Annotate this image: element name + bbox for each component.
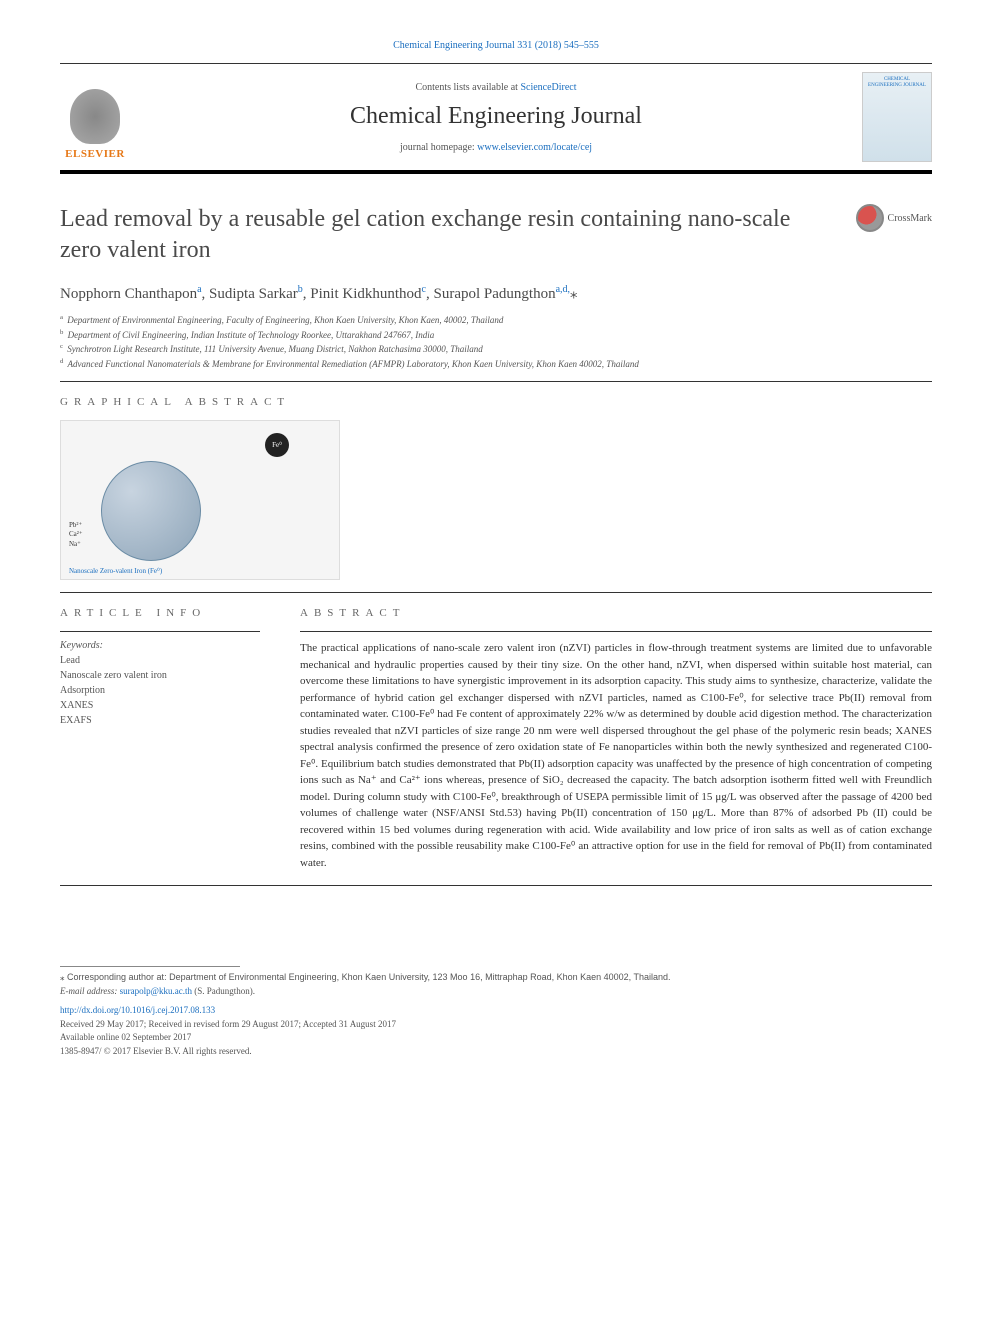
journal-homepage: journal homepage: www.elsevier.com/locat… (130, 142, 862, 153)
email-line: E-mail address: surapolp@kku.ac.th (S. P… (60, 985, 932, 999)
contents-list-text: Contents lists available at (415, 82, 520, 93)
publisher-name: ELSEVIER (65, 148, 125, 160)
elsevier-tree-icon (70, 89, 120, 144)
header-banner: ELSEVIER Contents lists available at Sci… (60, 63, 932, 174)
ga-caption: Nanoscale Zero-valent Iron (Fe⁰) (69, 567, 162, 575)
corresp-text: ⁎ Corresponding author at: Department of… (60, 972, 671, 982)
keyword-item: EXAFS (60, 713, 260, 728)
email-label: E-mail address: (60, 986, 120, 996)
affiliation: c Synchrotron Light Research Institute, … (60, 342, 932, 357)
keyword-item: Lead (60, 653, 260, 668)
abstract-sep (300, 631, 932, 632)
keywords-sep (60, 631, 260, 632)
keywords-list: LeadNanoscale zero valent ironAdsorption… (60, 653, 260, 728)
info-abstract-row: ARTICLE INFO Keywords: LeadNanoscale zer… (60, 607, 932, 871)
abstract-column: ABSTRACT The practical applications of n… (300, 607, 932, 871)
separator-3 (60, 885, 932, 886)
homepage-link[interactable]: www.elsevier.com/locate/cej (477, 142, 592, 153)
ga-legend: Pb²⁺Ca²⁺Na⁺ (69, 521, 83, 548)
separator-2 (60, 592, 932, 593)
graphical-abstract-figure: Fe⁰ Pb²⁺Ca²⁺Na⁺ Nanoscale Zero-valent Ir… (60, 420, 340, 580)
journal-name: Chemical Engineering Journal (130, 103, 862, 130)
footer: ⁎ Corresponding author at: Department of… (60, 966, 932, 1058)
corresponding-author: ⁎ Corresponding author at: Department of… (60, 971, 932, 985)
crossmark-icon (856, 204, 884, 232)
affiliation: a Department of Environmental Engineerin… (60, 313, 932, 328)
title-row: Lead removal by a reusable gel cation ex… (60, 204, 932, 266)
keyword-item: XANES (60, 698, 260, 713)
affiliations: a Department of Environmental Engineerin… (60, 313, 932, 371)
email-suffix: (S. Padungthon). (192, 986, 255, 996)
abstract-label: ABSTRACT (300, 607, 932, 619)
journal-cover-thumb[interactable]: CHEMICAL ENGINEERING JOURNAL (862, 72, 932, 162)
article-citation: Chemical Engineering Journal 331 (2018) … (60, 40, 932, 51)
affiliation: b Department of Civil Engineering, India… (60, 328, 932, 343)
contents-list: Contents lists available at ScienceDirec… (130, 82, 862, 93)
received-dates: Received 29 May 2017; Received in revise… (60, 1018, 932, 1032)
keywords-label: Keywords: (60, 640, 260, 651)
available-online: Available online 02 September 2017 (60, 1031, 932, 1045)
separator-1 (60, 381, 932, 382)
publisher-logo[interactable]: ELSEVIER (60, 75, 130, 160)
article-title: Lead removal by a reusable gel cation ex… (60, 204, 856, 266)
crossmark-badge[interactable]: CrossMark (856, 204, 932, 232)
graphical-abstract-label: GRAPHICAL ABSTRACT (60, 396, 932, 408)
keyword-item: Nanoscale zero valent iron (60, 668, 260, 683)
article-info-label: ARTICLE INFO (60, 607, 260, 619)
authors: Nopphorn Chanthapona, Sudipta Sarkarb, P… (60, 284, 932, 303)
article-info-column: ARTICLE INFO Keywords: LeadNanoscale zer… (60, 607, 260, 871)
ga-fe0-icon: Fe⁰ (265, 433, 289, 457)
doi-link[interactable]: http://dx.doi.org/10.1016/j.cej.2017.08.… (60, 1004, 932, 1018)
cover-title: CHEMICAL ENGINEERING JOURNAL (867, 77, 927, 89)
header-center: Contents lists available at ScienceDirec… (130, 82, 862, 153)
homepage-label: journal homepage: (400, 142, 477, 153)
copyright: 1385-8947/ © 2017 Elsevier B.V. All righ… (60, 1045, 932, 1059)
email-link[interactable]: surapolp@kku.ac.th (120, 986, 192, 996)
footer-rule (60, 966, 240, 967)
abstract-text: The practical applications of nano-scale… (300, 640, 932, 871)
keyword-item: Adsorption (60, 683, 260, 698)
crossmark-label: CrossMark (888, 213, 932, 224)
sciencedirect-link[interactable]: ScienceDirect (520, 82, 576, 93)
ga-sphere-icon (101, 461, 201, 561)
affiliation: d Advanced Functional Nanomaterials & Me… (60, 357, 932, 372)
